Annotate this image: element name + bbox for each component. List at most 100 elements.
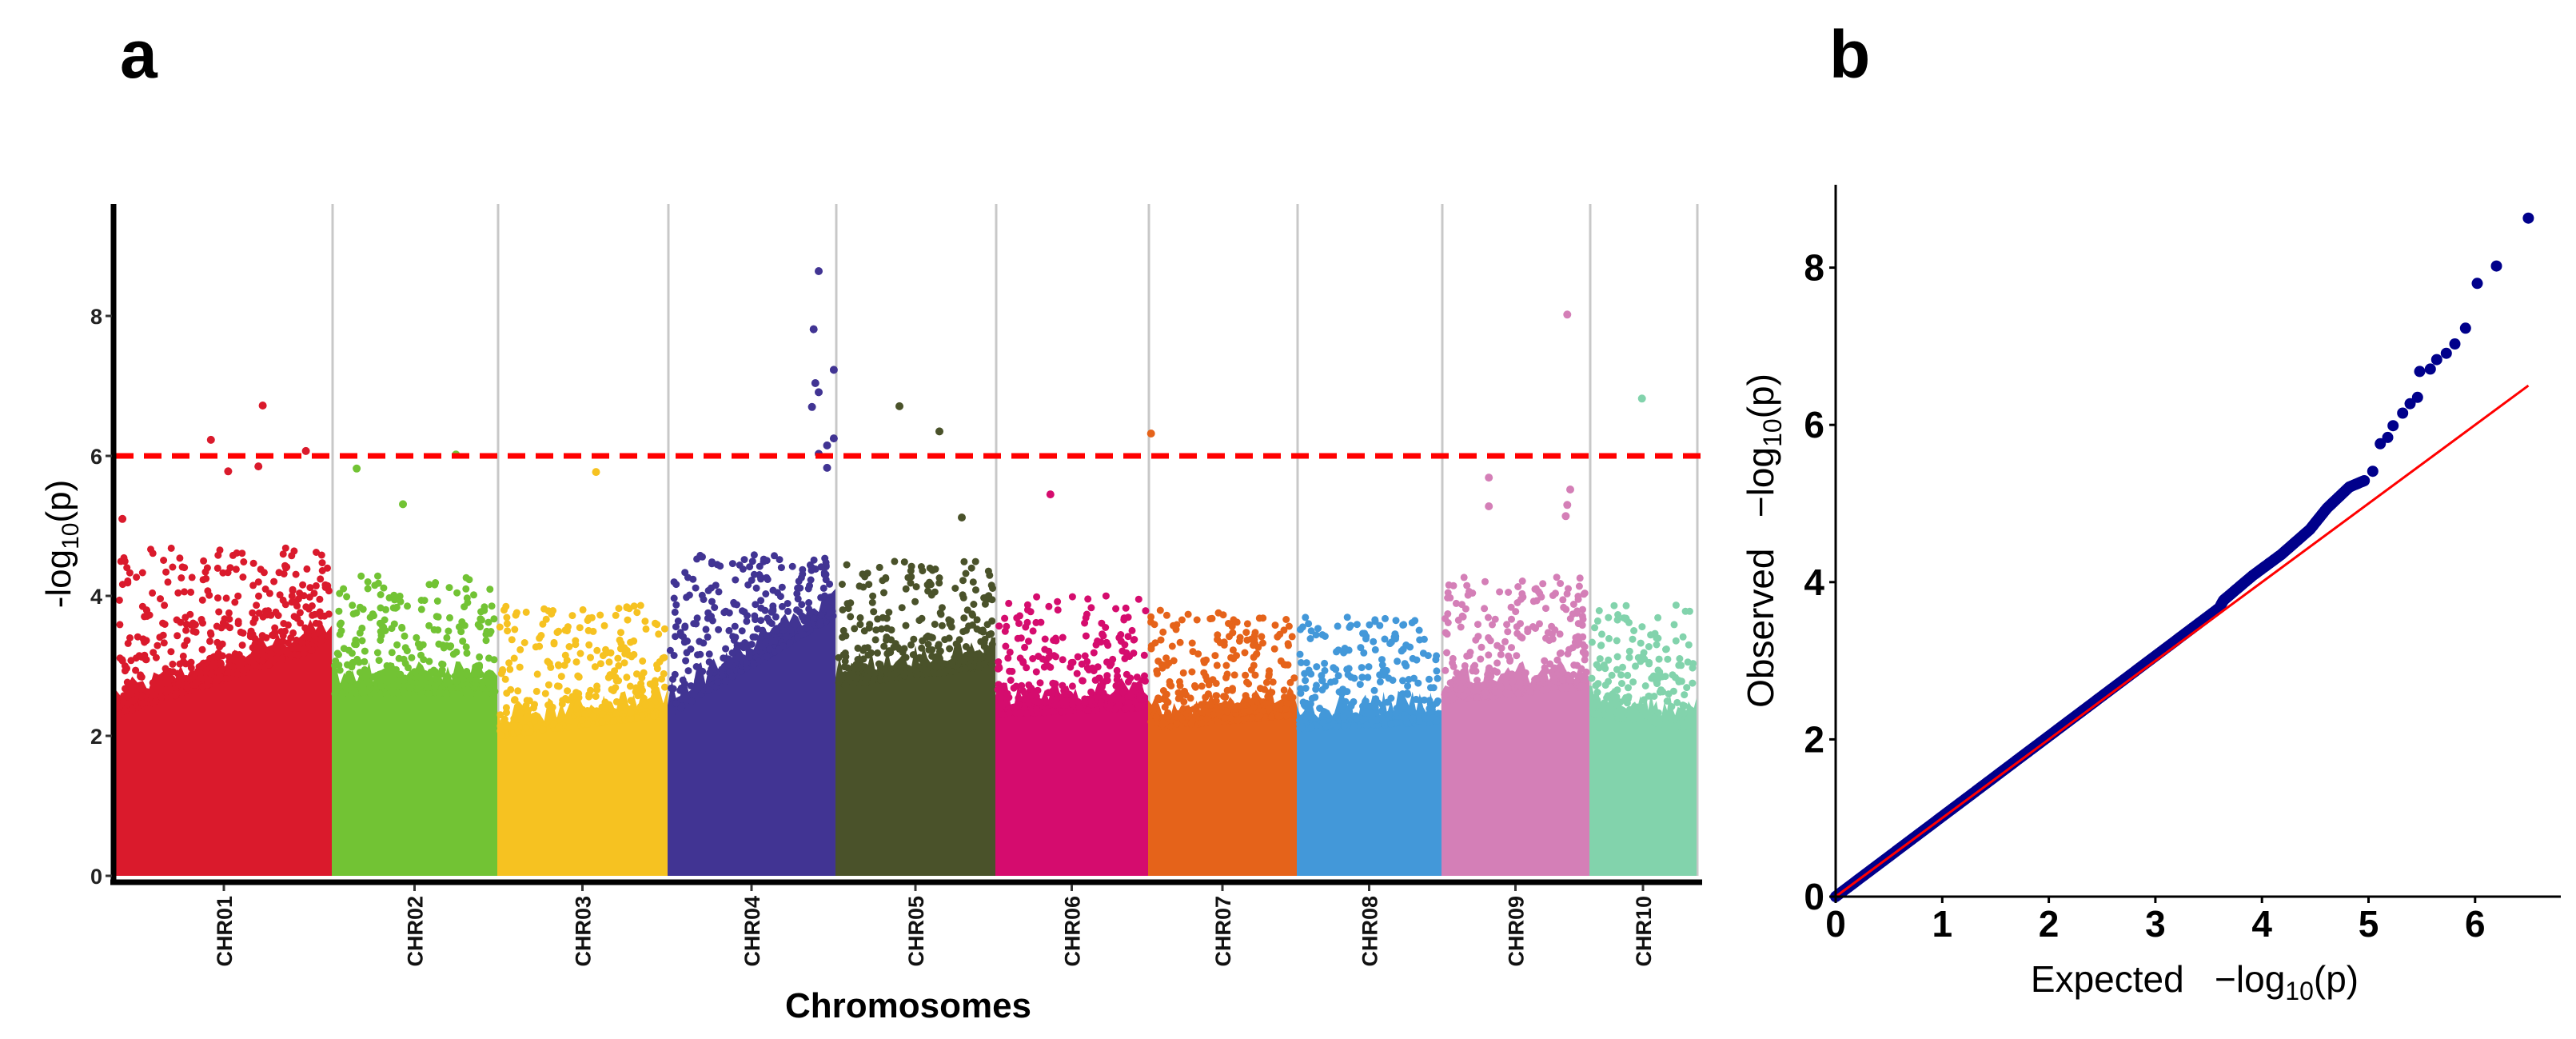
snp-point	[1188, 668, 1196, 676]
snp-point	[1490, 667, 1498, 675]
snp-point	[255, 592, 262, 600]
snp-point	[1193, 616, 1201, 624]
snp-point	[188, 573, 196, 581]
snp-point	[985, 653, 992, 661]
snp-point	[142, 656, 150, 664]
snp-point	[404, 602, 411, 610]
snp-point	[696, 551, 704, 559]
snp-point	[1565, 645, 1573, 653]
snp-point	[1310, 715, 1318, 723]
snp-point	[1452, 599, 1460, 607]
snp-point	[1102, 592, 1110, 600]
snp-point	[907, 579, 915, 587]
qq-points	[1830, 212, 2534, 902]
snp-point	[700, 596, 708, 603]
snp-point	[1541, 685, 1549, 693]
snp-point	[267, 650, 275, 658]
snp-point	[778, 583, 786, 591]
snp-point	[1517, 633, 1525, 641]
snp-point	[561, 651, 569, 659]
snp-point	[1573, 607, 1581, 615]
snp-point	[668, 709, 676, 717]
snp-point	[1067, 707, 1074, 715]
snp-point	[176, 554, 184, 562]
snp-point	[440, 644, 448, 652]
snp-point	[877, 664, 884, 672]
snp-point	[146, 611, 154, 619]
y-tick-label: 0	[90, 865, 102, 889]
snp-point	[335, 607, 343, 615]
snp-point	[1207, 701, 1215, 709]
snp-point	[1625, 705, 1633, 713]
snp-point	[395, 654, 403, 662]
snp-point	[159, 619, 167, 627]
snp-point	[725, 661, 733, 669]
snp-point	[931, 621, 939, 628]
snp-point	[572, 658, 580, 666]
snp-point	[539, 725, 547, 733]
snp-point	[1371, 645, 1379, 653]
snp-point	[1619, 663, 1626, 671]
snp-point	[1214, 609, 1222, 617]
significant-snp-point	[1566, 486, 1574, 494]
snp-point	[373, 649, 381, 657]
snp-point	[1234, 702, 1242, 710]
snp-point	[1551, 626, 1559, 634]
snp-point	[1639, 703, 1647, 711]
snp-point	[1248, 714, 1256, 722]
snp-point	[676, 629, 684, 637]
snp-point	[181, 588, 189, 596]
snp-point	[1188, 639, 1196, 647]
snp-point	[699, 667, 707, 675]
snp-point	[1400, 621, 1408, 629]
snp-point	[1229, 629, 1237, 637]
snp-point	[585, 641, 593, 649]
snp-point	[348, 649, 356, 657]
snp-point	[1565, 585, 1572, 593]
snp-point	[799, 570, 807, 578]
snp-point	[497, 731, 505, 739]
snp-point	[1508, 615, 1515, 623]
snp-point	[449, 650, 457, 658]
snp-point	[1673, 722, 1681, 730]
snp-point	[1579, 605, 1586, 613]
snp-point	[868, 598, 876, 606]
snp-point	[1474, 633, 1482, 641]
manhattan-points	[114, 267, 1697, 876]
snp-point	[1654, 666, 1662, 674]
snp-point	[233, 549, 241, 557]
snp-point	[1370, 637, 1378, 645]
snp-point	[154, 641, 161, 649]
snp-point	[1474, 621, 1481, 629]
snp-point	[1613, 653, 1621, 661]
snp-point	[907, 641, 915, 649]
snp-point	[331, 690, 339, 697]
snp-point	[1381, 635, 1389, 643]
snp-point	[620, 644, 628, 652]
snp-point	[128, 705, 136, 713]
snp-point	[876, 676, 884, 684]
snp-point	[885, 609, 893, 616]
snp-point	[891, 557, 899, 565]
snp-point	[855, 582, 863, 590]
snp-point	[724, 655, 732, 663]
snp-point	[162, 568, 170, 576]
snp-point	[1212, 692, 1220, 700]
snp-point	[1624, 671, 1632, 679]
snp-point	[156, 633, 164, 641]
snp-point	[388, 649, 396, 657]
snp-point	[358, 688, 366, 696]
snp-point	[1617, 671, 1625, 679]
snp-point	[1685, 607, 1693, 615]
snp-point	[1473, 693, 1481, 701]
snp-point	[1023, 664, 1031, 672]
snp-point	[149, 549, 157, 557]
snp-point	[1458, 612, 1466, 620]
snp-point	[1463, 652, 1471, 660]
snp-point	[1613, 665, 1621, 673]
snp-point	[1240, 716, 1248, 724]
snp-point	[1134, 595, 1142, 603]
snp-point	[1301, 717, 1309, 724]
snp-point	[955, 636, 963, 644]
